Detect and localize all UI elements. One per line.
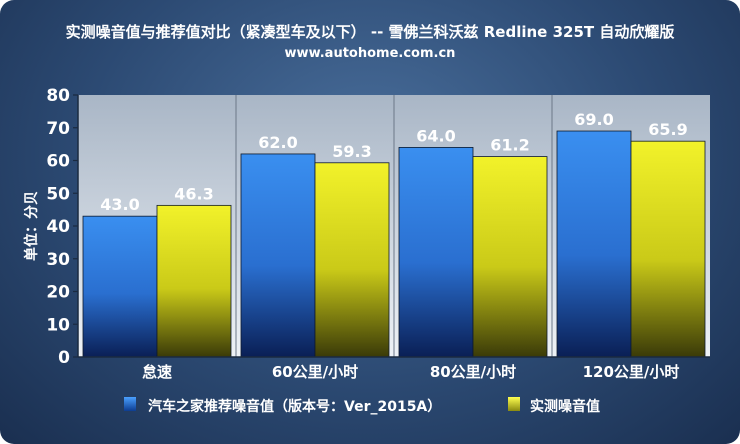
x-axis-labels: 怠速 60公里/小时 80公里/小时 120公里/小时 (142, 363, 679, 381)
y-tick-label: 50 (46, 184, 70, 204)
data-label: 59.3 (332, 142, 371, 161)
legend-swatch-measured (508, 397, 520, 411)
data-label: 69.0 (574, 110, 613, 129)
y-tick-label: 80 (46, 86, 70, 106)
bars (82, 130, 706, 358)
x-tick-label: 120公里/小时 (583, 363, 680, 381)
y-axis-title: 单位：分贝 (23, 191, 40, 261)
bar-recommended (556, 130, 632, 358)
x-tick-label: 怠速 (142, 363, 172, 381)
y-tick-label: 60 (46, 152, 70, 172)
data-label: 64.0 (416, 126, 455, 145)
bar-measured (472, 156, 548, 358)
y-tick-label: 10 (46, 315, 70, 335)
data-label: 65.9 (648, 120, 687, 139)
legend: 汽车之家推荐噪音值（版本号：Ver_2015A） 实测噪音值 (124, 397, 600, 415)
bar-measured (156, 204, 232, 358)
data-label: 46.3 (174, 184, 213, 203)
y-tick-label: 70 (46, 119, 70, 139)
bar-measured (314, 162, 390, 358)
x-tick-label: 80公里/小时 (430, 363, 516, 381)
bar-recommended (240, 153, 316, 358)
data-labels: 43.0 46.3 62.0 59.3 64.0 61.2 69.0 65.9 (100, 110, 687, 214)
chart-subtitle: www.autohome.com.cn (285, 46, 456, 61)
y-tick-label: 20 (46, 283, 70, 303)
chart-title: 实测噪音值与推荐值对比（紧凑型车及以下） -- 雪佛兰科沃兹 Redline 3… (66, 23, 675, 41)
legend-label-measured: 实测噪音值 (530, 398, 600, 415)
x-tick-label: 60公里/小时 (272, 363, 358, 381)
y-tick-label: 40 (46, 217, 70, 237)
y-axis-ticks: 0 10 20 30 40 50 60 70 80 (46, 86, 78, 368)
data-label: 61.2 (490, 136, 529, 155)
data-label: 43.0 (100, 195, 139, 214)
legend-swatch-recommended (124, 397, 136, 411)
bar-measured (630, 140, 706, 358)
y-tick-label: 0 (58, 348, 70, 368)
data-label: 62.0 (258, 133, 297, 152)
legend-label-recommended: 汽车之家推荐噪音值（版本号：Ver_2015A） (148, 398, 441, 415)
bar-recommended (82, 215, 158, 358)
y-tick-label: 30 (46, 250, 70, 270)
bar-recommended (398, 146, 474, 358)
category-dividers (235, 95, 553, 357)
